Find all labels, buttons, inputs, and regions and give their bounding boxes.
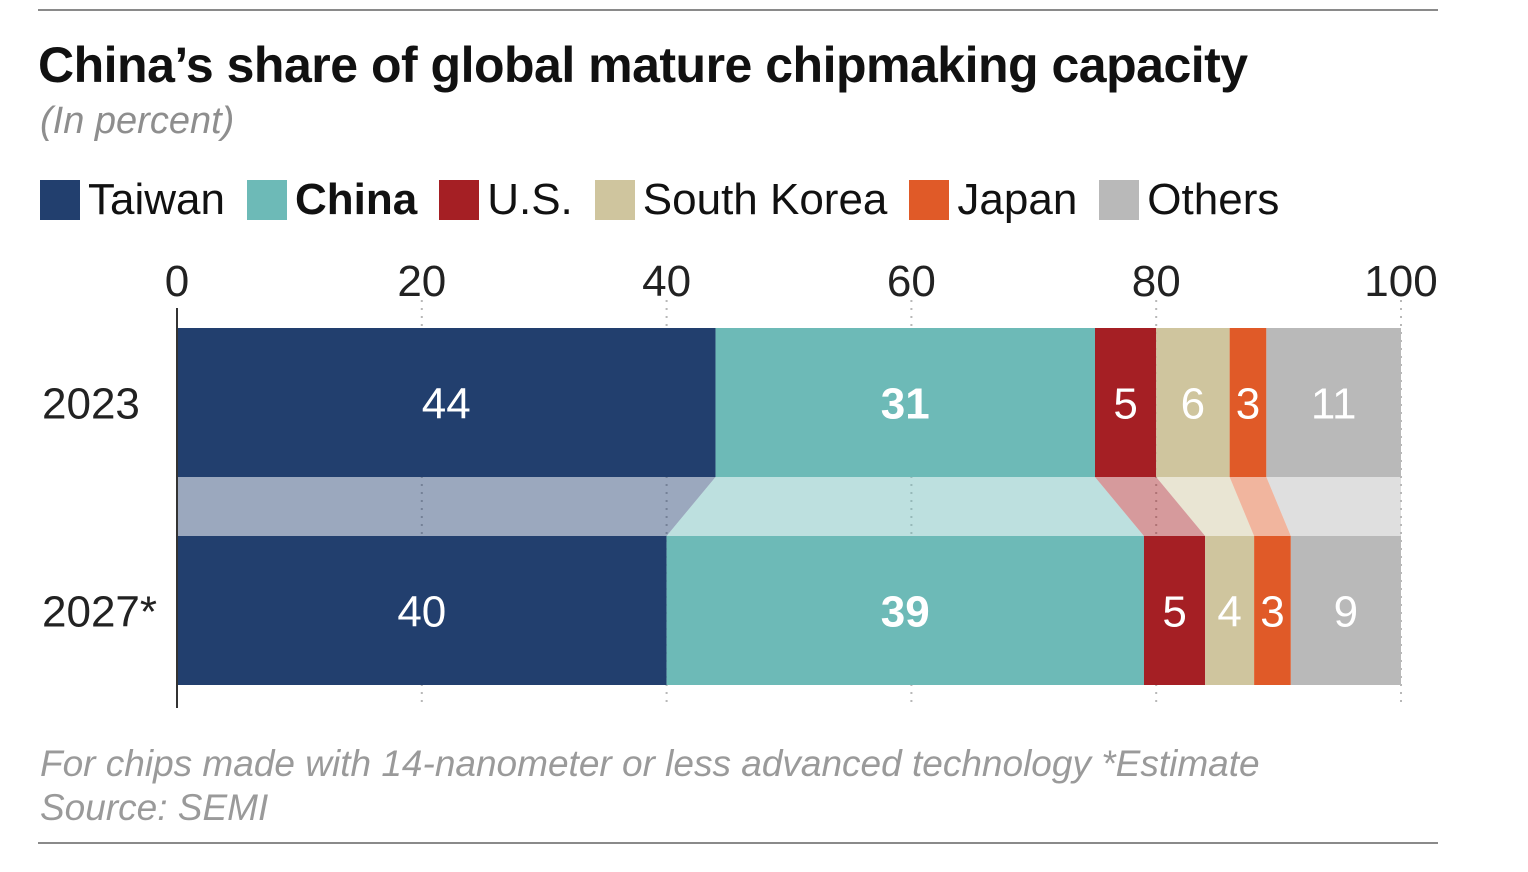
x-tick-label: 40 <box>642 257 691 306</box>
legend-swatch-taiwan <box>40 180 80 220</box>
legend-swatch-china <box>246 180 287 220</box>
bar-u-s-2027 <box>1143 536 1206 685</box>
bar-taiwan-2027 <box>177 536 667 685</box>
legend-label-taiwan: Taiwan <box>88 175 225 224</box>
legend-swatch-south-korea <box>594 180 635 220</box>
bar-others-2027 <box>1290 536 1401 685</box>
legend-label-china: China <box>294 175 418 224</box>
chart-subtitle: (In percent) <box>40 100 235 142</box>
bar-others-2023 <box>1266 328 1401 477</box>
connector-band-u-s <box>1095 477 1206 536</box>
connector-band-taiwan <box>177 477 716 536</box>
data-label-taiwan-2027: 40 <box>397 588 446 637</box>
bottom-rule <box>38 842 1438 844</box>
connector-band-south-korea <box>1156 477 1255 536</box>
data-label-china-2023: 31 <box>881 380 930 429</box>
legend-label-japan: Japan <box>957 175 1078 224</box>
legend-item-us: U.S. <box>439 175 573 225</box>
data-label-south-korea-2027: 4 <box>1217 588 1241 637</box>
data-label-south-korea-2023: 6 <box>1181 380 1205 429</box>
x-tick-label: 0 <box>165 257 189 306</box>
legend-item-japan: Japan <box>909 175 1077 225</box>
legend-label-us: U.S. <box>487 175 573 224</box>
x-tick-label: 100 <box>1364 257 1437 306</box>
legend: Taiwan China U.S. South Korea Japan Othe… <box>40 172 1301 228</box>
bar-japan-2027 <box>1254 536 1291 685</box>
legend-swatch-others <box>1099 180 1140 220</box>
bar-u-s-2023 <box>1095 328 1157 477</box>
connector-band-others <box>1266 477 1401 536</box>
bar-taiwan-2023 <box>177 328 716 477</box>
data-label-others-2027: 9 <box>1334 588 1358 637</box>
chart-title: China’s share of global mature chipmakin… <box>38 37 1248 93</box>
data-label-others-2023: 11 <box>1311 380 1357 429</box>
data-label-china-2027: 39 <box>881 588 930 637</box>
data-label-taiwan-2023: 44 <box>422 380 471 429</box>
legend-item-china: China <box>246 175 418 225</box>
legend-label-others: Others <box>1147 175 1280 224</box>
footnote: For chips made with 14-nanometer or less… <box>40 742 1260 830</box>
data-label-japan-2027: 3 <box>1260 588 1284 637</box>
category-label-2027: 2027* <box>42 588 157 637</box>
data-label-u-s-2023: 5 <box>1113 380 1137 429</box>
legend-label-south-korea: South Korea <box>642 175 888 224</box>
legend-item-south-korea: South Korea <box>594 175 888 225</box>
bar-south-korea-2023 <box>1156 328 1230 477</box>
bar-south-korea-2027 <box>1205 536 1255 685</box>
x-tick-label: 80 <box>1132 257 1181 306</box>
x-tick-label: 20 <box>397 257 446 306</box>
legend-swatch-us <box>439 180 480 220</box>
footnote-source: Source: SEMI <box>40 787 269 828</box>
bar-japan-2023 <box>1229 328 1267 477</box>
footnote-note: For chips made with 14-nanometer or less… <box>40 743 1260 784</box>
top-rule <box>38 9 1438 11</box>
legend-item-taiwan: Taiwan <box>40 175 225 225</box>
data-label-japan-2023: 3 <box>1236 380 1260 429</box>
bar-china-2027 <box>666 536 1144 685</box>
x-tick-label: 60 <box>887 257 936 306</box>
category-label-2023: 2023 <box>42 380 140 429</box>
connector-band-china <box>666 477 1144 536</box>
legend-swatch-japan <box>909 180 950 220</box>
legend-item-others: Others <box>1099 175 1279 225</box>
bar-china-2023 <box>715 328 1095 477</box>
data-label-u-s-2027: 5 <box>1162 588 1186 637</box>
connector-band-japan <box>1229 477 1291 536</box>
